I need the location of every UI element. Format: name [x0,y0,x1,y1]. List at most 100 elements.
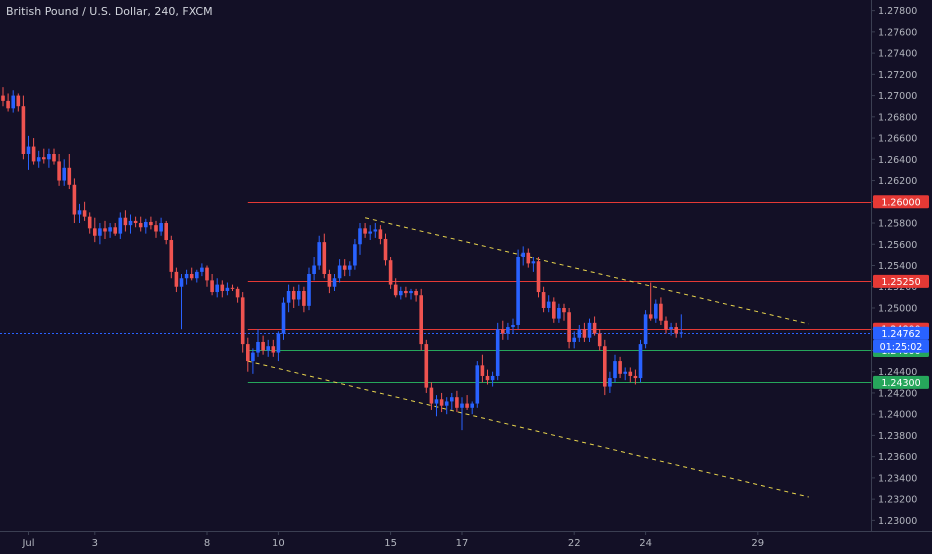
candle[interactable] [404,286,408,298]
candle[interactable] [501,320,505,340]
candle[interactable] [368,225,372,241]
candle[interactable] [266,339,270,357]
candle[interactable] [240,292,245,353]
candle[interactable] [271,339,276,357]
candle[interactable] [552,297,556,323]
candle[interactable] [169,235,174,279]
candle[interactable] [77,203,82,224]
candle[interactable] [363,223,367,238]
candle[interactable] [36,150,41,168]
candle[interactable] [230,284,235,291]
candle[interactable] [546,295,551,313]
candle[interactable] [128,214,133,234]
candle[interactable] [654,299,658,323]
candle[interactable] [455,390,459,413]
candle[interactable] [511,318,515,334]
candle[interactable] [342,259,347,277]
candle[interactable] [144,218,148,234]
candle[interactable] [52,148,56,165]
candle[interactable] [1,87,5,107]
candle[interactable] [608,371,612,393]
candle[interactable] [256,329,260,357]
candle[interactable] [495,322,500,381]
candle[interactable] [261,335,265,355]
candle[interactable] [67,153,72,190]
candle[interactable] [358,223,362,255]
candle[interactable] [516,249,520,330]
candle[interactable] [353,238,357,270]
candle[interactable] [82,201,87,221]
candle[interactable] [618,356,622,379]
candle[interactable] [133,216,138,228]
candle[interactable] [674,322,678,338]
candle[interactable] [429,382,434,410]
candle[interactable] [633,369,638,385]
candle[interactable] [159,217,163,236]
candle[interactable] [57,153,61,186]
candle[interactable] [409,288,413,300]
candle[interactable] [72,178,77,224]
candle[interactable] [6,93,10,112]
candle[interactable] [26,135,31,170]
candle[interactable] [281,297,286,340]
candle[interactable] [572,331,576,349]
candle[interactable] [322,233,327,279]
candle[interactable] [521,246,525,266]
candle[interactable] [669,322,673,336]
candle[interactable] [235,286,240,303]
candle[interactable] [567,307,571,349]
candle[interactable] [332,273,337,291]
candle[interactable] [164,220,168,245]
candle[interactable] [664,316,668,334]
candle[interactable] [434,395,439,417]
candle[interactable] [108,223,112,238]
candle[interactable] [220,280,225,298]
candle[interactable] [93,217,97,243]
candle[interactable] [154,220,158,238]
candle[interactable] [200,263,204,277]
candle[interactable] [307,267,311,311]
candle[interactable] [42,148,46,164]
candle[interactable] [179,273,184,330]
candle[interactable] [251,348,255,374]
candle[interactable] [475,361,480,408]
candle[interactable] [531,257,536,272]
candle[interactable] [638,339,643,383]
candle[interactable] [123,210,128,232]
candle[interactable] [215,278,219,298]
candle[interactable] [317,235,321,270]
candle[interactable] [118,212,123,239]
candle[interactable] [189,267,194,281]
candle[interactable] [87,212,92,234]
candle[interactable] [526,248,531,268]
candle[interactable] [337,259,342,283]
channel-trend-line[interactable] [247,360,809,498]
candle[interactable] [205,265,209,287]
candle[interactable] [536,257,541,298]
candle[interactable] [31,138,36,165]
candle[interactable] [246,337,250,372]
candle[interactable] [557,303,561,323]
candle[interactable] [388,257,393,289]
candle[interactable] [225,282,230,296]
candle[interactable] [195,269,199,283]
candle[interactable] [628,367,633,383]
candle[interactable] [276,331,281,362]
candle[interactable] [444,397,449,415]
candle[interactable] [582,322,587,342]
candle[interactable] [21,95,26,160]
candle[interactable] [439,392,444,413]
candle[interactable] [603,339,607,396]
candle[interactable] [383,233,388,266]
candle[interactable] [47,148,51,168]
candle[interactable] [210,273,214,296]
candle[interactable] [679,314,684,338]
candle[interactable] [541,286,546,313]
candle[interactable] [16,93,21,112]
candle[interactable] [103,220,107,239]
candle[interactable] [297,284,301,306]
candle[interactable] [393,278,398,298]
candle[interactable] [174,267,179,293]
candle[interactable] [480,354,485,383]
